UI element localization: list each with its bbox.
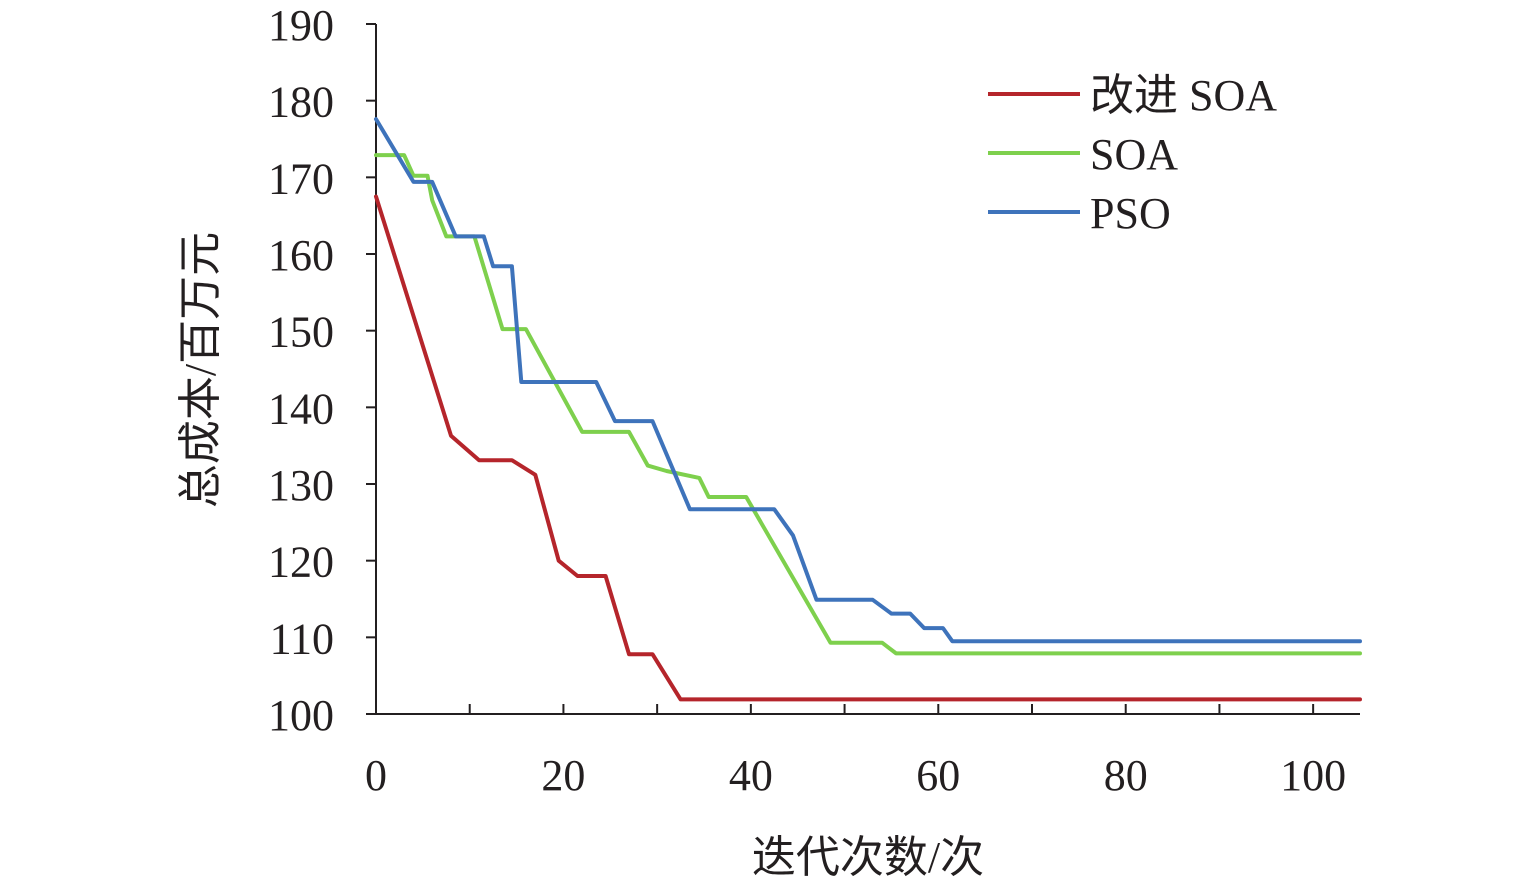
y-tick-label: 170 (268, 154, 334, 203)
x-tick-label: 40 (729, 751, 773, 800)
x-axis-title: 迭代次数/次 (752, 833, 984, 882)
legend-label-1: SOA (1090, 130, 1178, 179)
x-tick-label: 0 (365, 751, 387, 800)
series-layer (374, 117, 1362, 702)
y-tick-label: 160 (268, 231, 334, 280)
y-tick-label: 110 (270, 614, 334, 663)
y-axis-title: 总成本/百万元 (176, 232, 225, 508)
legend-label-2: PSO (1090, 189, 1171, 238)
x-tick-label: 100 (1280, 751, 1346, 800)
y-tick-label: 140 (268, 384, 334, 433)
x-tick-label: 20 (541, 751, 585, 800)
tick-marks (366, 23, 1315, 715)
legend: 改进 SOA SOA PSO (988, 71, 1277, 238)
y-tick-label: 100 (268, 691, 334, 740)
legend-label-0: 改进 SOA (1090, 71, 1277, 120)
y-tick-label: 150 (268, 308, 334, 357)
tick-labels: 100 110 120 130 140 150 160 170 180 190 0 20 40 60 80 1… (268, 1, 1346, 800)
series-line-1 (374, 153, 1362, 656)
series-line-0 (374, 194, 1362, 702)
y-tick-label: 180 (268, 78, 334, 127)
y-tick-label: 130 (268, 461, 334, 510)
x-tick-label: 80 (1104, 751, 1148, 800)
y-tick-label: 190 (268, 1, 334, 50)
y-tick-label: 120 (268, 538, 334, 587)
axes (375, 24, 1360, 715)
series-line-2 (374, 117, 1362, 644)
x-tick-label: 60 (916, 751, 960, 800)
